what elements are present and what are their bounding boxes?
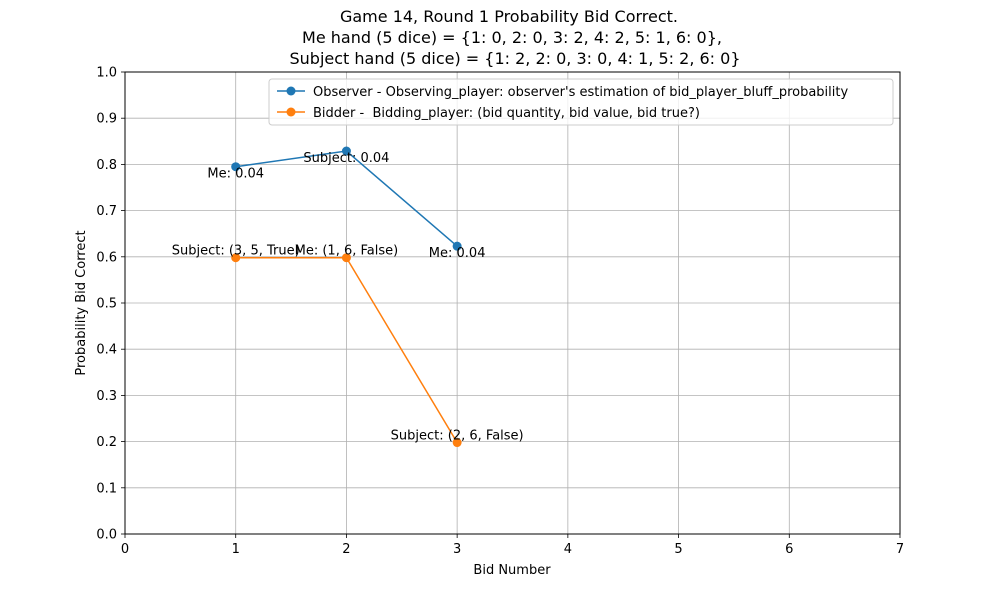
series-0-annotation: Subject: 0.04	[303, 151, 389, 166]
series-0-annotation: Me: 0.04	[207, 167, 264, 182]
series-0-point	[341, 146, 351, 156]
x-tick-label: 4	[564, 542, 572, 557]
y-tick-label: 1.0	[96, 66, 117, 81]
series-layer	[231, 146, 462, 448]
x-tick-label: 5	[674, 542, 682, 557]
legend-label-bidder: Bidder - Bidding_player: (bid quantity, …	[313, 106, 700, 121]
x-tick-label: 2	[342, 542, 350, 557]
series-1-point	[452, 438, 462, 448]
series-1-annotation: Subject: (2, 6, False)	[391, 429, 524, 444]
series-0-point	[452, 241, 462, 251]
chart-title-line-3: Subject hand (5 dice) = {1: 2, 2: 0, 3: …	[289, 49, 740, 68]
x-tick-label: 0	[121, 542, 129, 557]
y-tick-label: 0.0	[96, 528, 117, 543]
series-1-point	[231, 253, 241, 263]
y-tick-label: 0.7	[96, 204, 117, 219]
legend-box	[268, 78, 894, 126]
x-tick-label: 3	[453, 542, 461, 557]
series-1-point	[341, 253, 351, 263]
axis-ticks: 0 1 2 3 4 5 6 7 0.0 0.1 0.2 0.3 0.4 0.5 0.6 0.7 0.8 0.9 1.…	[96, 66, 904, 558]
y-tick-label: 0.9	[96, 112, 117, 127]
x-tick-label: 6	[785, 542, 793, 557]
x-tick-label: 1	[232, 542, 240, 557]
chart-title-line-2: Me hand (5 dice) = {1: 0, 2: 0, 3: 2, 4:…	[302, 28, 722, 47]
y-tick-label: 0.3	[96, 389, 117, 404]
legend: Observer - Observing_player: observer's …	[268, 78, 894, 126]
chart-title: Game 14, Round 1 Probability Bid Correct…	[289, 7, 740, 68]
y-tick-label: 0.5	[96, 297, 117, 312]
legend-marker-observer	[286, 86, 296, 96]
series-0-annotation: Me: 0.04	[429, 246, 486, 261]
y-tick-label: 0.4	[96, 343, 117, 358]
chart-title-line-1: Game 14, Round 1 Probability Bid Correct…	[340, 7, 678, 26]
legend-label-observer: Observer - Observing_player: observer's …	[313, 85, 848, 100]
y-tick-label: 0.8	[96, 158, 117, 173]
y-tick-label: 0.2	[96, 435, 117, 450]
x-tick-label: 7	[896, 542, 904, 557]
legend-marker-bidder	[286, 107, 296, 117]
x-axis-label: Bid Number	[473, 563, 551, 578]
series-1-annotation: Subject: (3, 5, True)	[172, 244, 300, 259]
series-1-annotation: Me: (1, 6, False)	[295, 244, 399, 259]
y-tick-label: 0.1	[96, 481, 117, 496]
series-0-point	[231, 162, 241, 172]
y-axis-label: Probability Bid Correct	[74, 230, 89, 375]
y-tick-label: 0.6	[96, 250, 117, 265]
annotation-layer: Me: 0.04 Subject: 0.04 Me: 0.04 Subject: (3…	[172, 151, 524, 444]
